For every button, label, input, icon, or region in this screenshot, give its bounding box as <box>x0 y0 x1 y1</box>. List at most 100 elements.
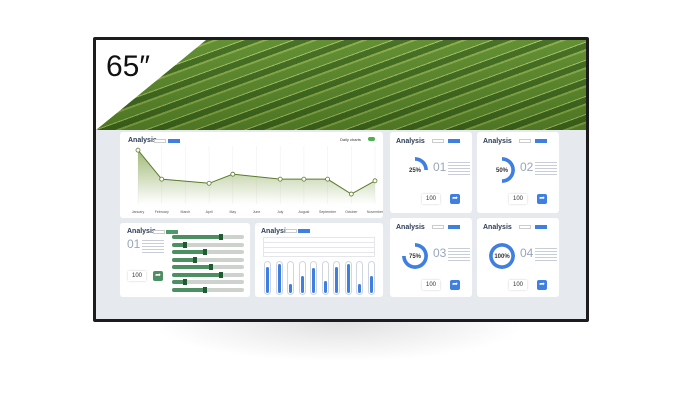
share-button[interactable]: ➦ <box>450 280 460 290</box>
percent-label: 75% <box>408 254 421 260</box>
percent-label: 50% <box>495 168 508 174</box>
analysis-card: Analysis 50% 02 100 ➦ <box>477 132 559 213</box>
bar <box>356 261 363 295</box>
description-text <box>535 162 557 177</box>
value-box: 100 <box>422 194 440 204</box>
slider[interactable] <box>172 279 244 285</box>
index-number: 03 <box>433 246 447 260</box>
bar <box>298 261 306 295</box>
x-tick-label: September <box>319 210 337 214</box>
progress-ring <box>489 243 515 269</box>
year-toggle[interactable] <box>166 230 178 234</box>
slider[interactable] <box>172 264 244 270</box>
share-button[interactable]: ➦ <box>537 280 547 290</box>
index-number: 04 <box>520 246 534 260</box>
index-number: 01 <box>433 160 447 174</box>
data-point <box>277 176 283 182</box>
tv-frame: 65″ Analysis Daily charts January Februar… <box>93 37 589 322</box>
month-toggle[interactable] <box>153 230 165 234</box>
x-tick-label: July <box>277 210 283 214</box>
x-tick-label: January <box>132 210 145 214</box>
data-point <box>206 180 212 186</box>
month-toggle[interactable] <box>519 225 531 229</box>
slider[interactable] <box>172 256 244 263</box>
year-toggle[interactable] <box>448 225 460 229</box>
year-toggle[interactable] <box>168 139 180 143</box>
daily-charts-switch[interactable] <box>368 137 375 141</box>
data-point <box>301 176 307 182</box>
year-toggle[interactable] <box>448 139 460 143</box>
slider-panel: Analysis 01 100 ➦ <box>120 223 250 297</box>
corner-badge <box>96 40 206 130</box>
line-chart-panel: Analysis Daily charts January February Mar… <box>120 132 383 218</box>
bar <box>321 261 329 295</box>
card-title: Analysis <box>483 224 512 231</box>
analysis-card: Analysis 75% 03 100 ➦ <box>390 218 472 297</box>
size-label: 65″ <box>106 50 150 83</box>
progress-ring <box>402 243 428 269</box>
bar <box>344 261 352 295</box>
month-toggle[interactable] <box>285 229 297 233</box>
x-tick-label: October <box>345 210 358 214</box>
value-box: 100 <box>422 280 440 290</box>
month-toggle[interactable] <box>519 139 531 143</box>
progress-ring <box>489 157 515 183</box>
bar <box>367 261 375 295</box>
data-point <box>159 176 165 182</box>
x-tick-label: May <box>229 210 236 214</box>
x-tick-label: June <box>253 210 261 214</box>
data-point <box>372 178 378 184</box>
analysis-card: Analysis 25% 01 100 ➦ <box>390 132 472 213</box>
x-tick-label: August <box>298 210 309 214</box>
line-chart: January February March April May June July Augu… <box>132 146 383 214</box>
panel-title: Analysis <box>128 137 157 144</box>
bar <box>333 261 340 295</box>
tv-shadow <box>150 322 530 362</box>
percent-label: 100% <box>494 254 510 260</box>
description-text <box>535 248 557 263</box>
progress-ring <box>402 157 428 183</box>
value-box: 100 <box>128 271 146 281</box>
year-toggle[interactable] <box>535 139 547 143</box>
analysis-card: Analysis 100% 04 100 ➦ <box>477 218 559 297</box>
share-button[interactable]: ➦ <box>153 271 163 281</box>
description-text <box>448 248 470 263</box>
bar <box>275 261 283 295</box>
description-text <box>142 240 164 255</box>
daily-charts-label: Daily charts <box>340 137 361 142</box>
data-point <box>135 147 141 153</box>
tv-screen: 65″ Analysis Daily charts January Februar… <box>96 40 586 319</box>
data-point <box>348 191 354 197</box>
card-title: Analysis <box>483 138 512 145</box>
bar <box>264 261 271 295</box>
percent-label: 25% <box>408 168 421 174</box>
index-number: 02 <box>520 160 534 174</box>
year-toggle[interactable] <box>298 229 310 233</box>
month-toggle[interactable] <box>154 139 166 143</box>
value-box: 100 <box>509 194 527 204</box>
slider[interactable] <box>172 249 244 255</box>
panel-title: Analysis <box>127 228 156 235</box>
x-tick-label: April <box>206 210 213 214</box>
slider[interactable] <box>172 241 244 248</box>
value-box: 100 <box>509 280 527 290</box>
description-text <box>448 162 470 177</box>
data-point <box>230 171 236 177</box>
x-tick-label: March <box>181 210 191 214</box>
month-toggle[interactable] <box>432 139 444 143</box>
share-button[interactable]: ➦ <box>537 194 547 204</box>
x-tick-label: November <box>367 210 383 214</box>
bar-panel: Analysis <box>255 223 383 297</box>
year-toggle[interactable] <box>535 225 547 229</box>
slider[interactable] <box>172 271 244 278</box>
data-point <box>325 176 331 182</box>
share-button[interactable]: ➦ <box>450 194 460 204</box>
bar <box>287 261 294 295</box>
x-tick-label: February <box>155 210 169 214</box>
card-title: Analysis <box>396 224 425 231</box>
bar <box>310 261 317 295</box>
panel-title: Analysis <box>261 228 290 235</box>
slider[interactable] <box>172 234 244 240</box>
slider[interactable] <box>172 286 244 293</box>
month-toggle[interactable] <box>432 225 444 229</box>
